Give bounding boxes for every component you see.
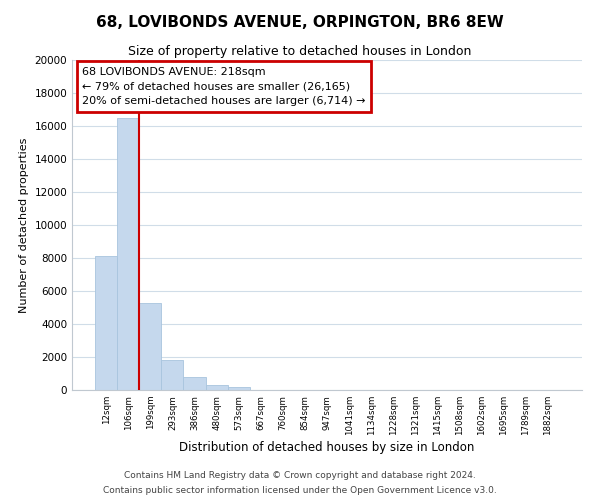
Text: Size of property relative to detached houses in London: Size of property relative to detached ho… xyxy=(128,45,472,58)
Bar xyxy=(117,118,139,390)
X-axis label: Distribution of detached houses by size in London: Distribution of detached houses by size … xyxy=(179,441,475,454)
Bar xyxy=(95,256,117,390)
Bar xyxy=(206,385,227,390)
Bar xyxy=(161,360,184,390)
Bar xyxy=(139,302,161,390)
Text: 68 LOVIBONDS AVENUE: 218sqm
← 79% of detached houses are smaller (26,165)
20% of: 68 LOVIBONDS AVENUE: 218sqm ← 79% of det… xyxy=(82,66,366,106)
Text: Contains HM Land Registry data © Crown copyright and database right 2024.: Contains HM Land Registry data © Crown c… xyxy=(124,471,476,480)
Text: 68, LOVIBONDS AVENUE, ORPINGTON, BR6 8EW: 68, LOVIBONDS AVENUE, ORPINGTON, BR6 8EW xyxy=(96,15,504,30)
Text: Contains public sector information licensed under the Open Government Licence v3: Contains public sector information licen… xyxy=(103,486,497,495)
Y-axis label: Number of detached properties: Number of detached properties xyxy=(19,138,29,312)
Bar xyxy=(184,377,206,390)
Bar xyxy=(227,386,250,390)
